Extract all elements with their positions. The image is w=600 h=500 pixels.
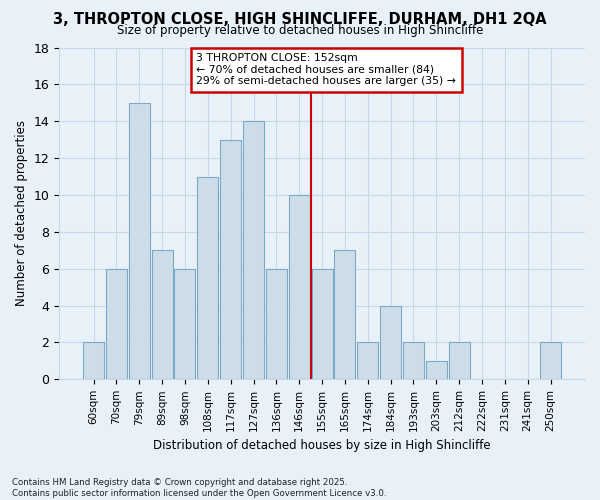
- Bar: [540, 342, 561, 380]
- Bar: [243, 121, 264, 380]
- Y-axis label: Number of detached properties: Number of detached properties: [15, 120, 28, 306]
- Bar: [357, 342, 378, 380]
- Bar: [175, 268, 196, 380]
- Text: 3, THROPTON CLOSE, HIGH SHINCLIFFE, DURHAM, DH1 2QA: 3, THROPTON CLOSE, HIGH SHINCLIFFE, DURH…: [53, 12, 547, 28]
- Bar: [311, 268, 332, 380]
- Bar: [266, 268, 287, 380]
- Bar: [83, 342, 104, 380]
- X-axis label: Distribution of detached houses by size in High Shincliffe: Distribution of detached houses by size …: [153, 440, 491, 452]
- Bar: [152, 250, 173, 380]
- Text: Contains HM Land Registry data © Crown copyright and database right 2025.
Contai: Contains HM Land Registry data © Crown c…: [12, 478, 386, 498]
- Bar: [220, 140, 241, 380]
- Bar: [334, 250, 355, 380]
- Text: 3 THROPTON CLOSE: 152sqm
← 70% of detached houses are smaller (84)
29% of semi-d: 3 THROPTON CLOSE: 152sqm ← 70% of detach…: [196, 53, 456, 86]
- Bar: [106, 268, 127, 380]
- Bar: [449, 342, 470, 380]
- Bar: [426, 361, 447, 380]
- Bar: [403, 342, 424, 380]
- Bar: [380, 306, 401, 380]
- Bar: [197, 176, 218, 380]
- Bar: [289, 195, 310, 380]
- Bar: [129, 103, 150, 380]
- Text: Size of property relative to detached houses in High Shincliffe: Size of property relative to detached ho…: [117, 24, 483, 37]
